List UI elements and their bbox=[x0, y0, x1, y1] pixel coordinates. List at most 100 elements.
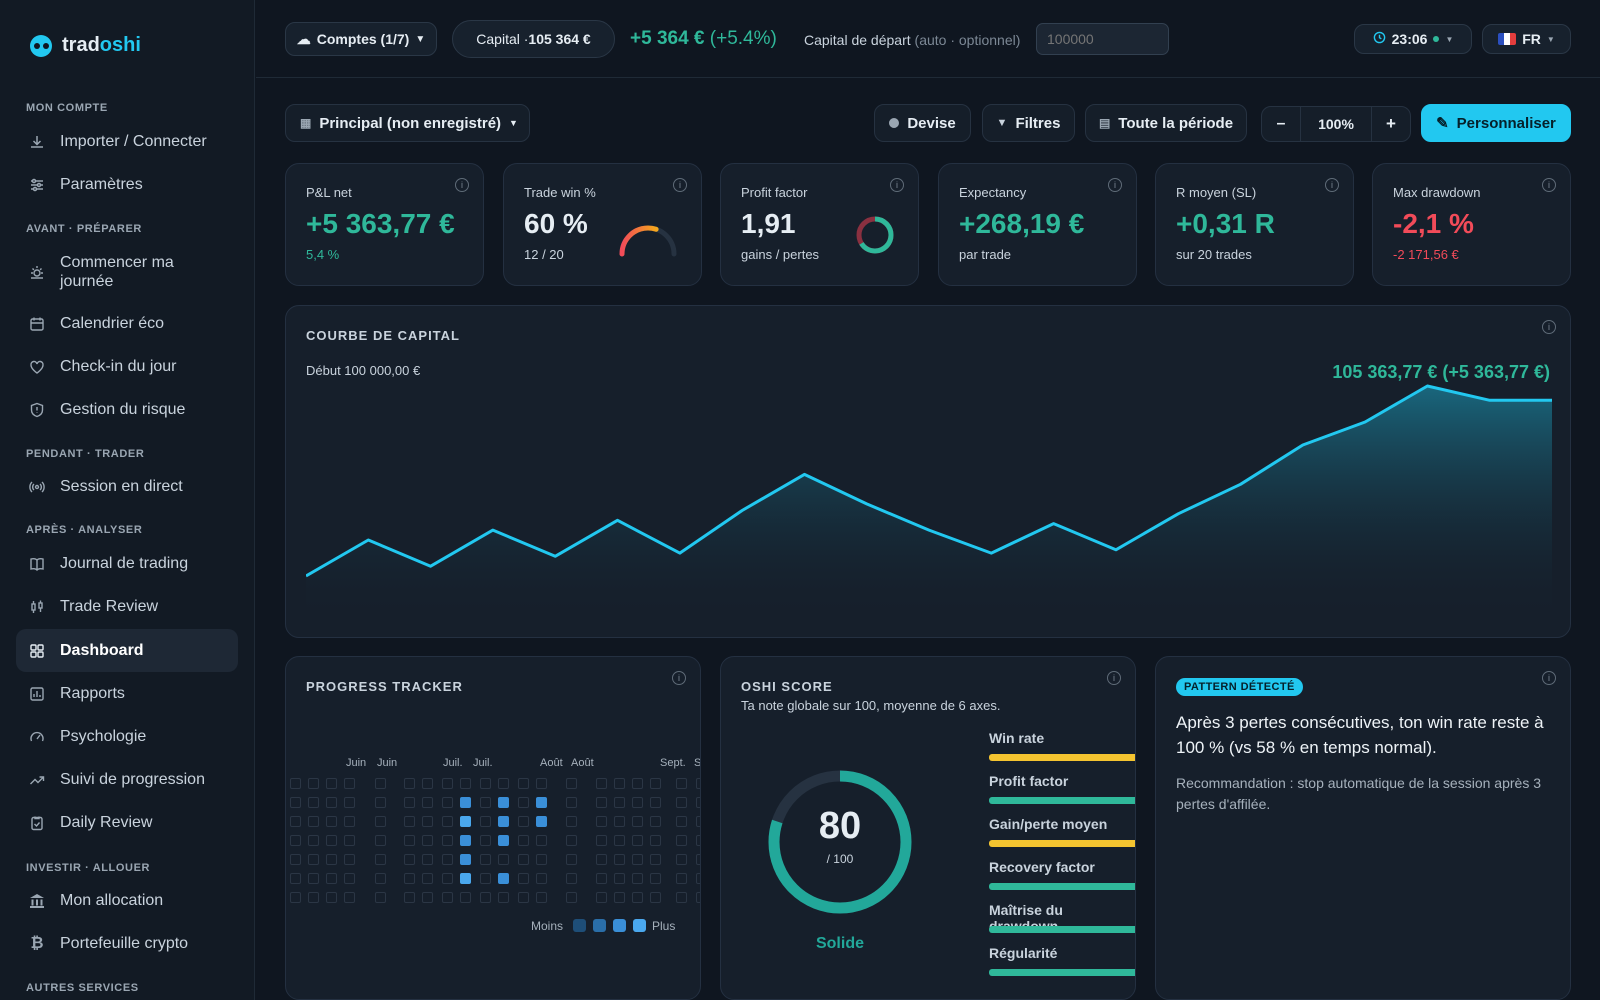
heatmap-cell[interactable] bbox=[676, 873, 687, 884]
heatmap-cell[interactable] bbox=[566, 835, 577, 846]
heatmap-cell[interactable] bbox=[536, 816, 547, 827]
heatmap-cell[interactable] bbox=[650, 816, 661, 827]
heatmap-cell[interactable] bbox=[480, 892, 491, 903]
heatmap-cell[interactable] bbox=[614, 835, 625, 846]
heatmap-cell[interactable] bbox=[460, 892, 471, 903]
heatmap-cell[interactable] bbox=[422, 854, 433, 865]
zoom-in-button[interactable]: + bbox=[1386, 114, 1396, 133]
heatmap-cell[interactable] bbox=[632, 873, 643, 884]
heatmap-cell[interactable] bbox=[676, 835, 687, 846]
heatmap-cell[interactable] bbox=[566, 816, 577, 827]
sidebar-item-journal[interactable]: Journal de trading bbox=[16, 550, 238, 578]
heatmap-cell[interactable] bbox=[650, 778, 661, 789]
heatmap-cell[interactable] bbox=[650, 835, 661, 846]
heatmap-cell[interactable] bbox=[442, 816, 453, 827]
sidebar-item-risque[interactable]: Gestion du risque bbox=[16, 396, 238, 424]
period-button[interactable]: ▤ Toute la période bbox=[1085, 104, 1247, 142]
heatmap-cell[interactable] bbox=[632, 816, 643, 827]
info-icon[interactable]: i bbox=[455, 178, 469, 192]
heatmap-cell[interactable] bbox=[696, 854, 700, 865]
heatmap-cell[interactable] bbox=[632, 892, 643, 903]
heatmap-cell[interactable] bbox=[308, 797, 319, 808]
info-icon[interactable]: i bbox=[1542, 671, 1556, 685]
heatmap-cell[interactable] bbox=[375, 873, 386, 884]
heatmap-cell[interactable] bbox=[422, 816, 433, 827]
heatmap-cell[interactable] bbox=[498, 778, 509, 789]
heatmap-cell[interactable] bbox=[460, 797, 471, 808]
heatmap-cell[interactable] bbox=[290, 854, 301, 865]
heatmap-cell[interactable] bbox=[326, 778, 337, 789]
heatmap-cell[interactable] bbox=[344, 873, 355, 884]
heatmap-cell[interactable] bbox=[676, 797, 687, 808]
heatmap-cell[interactable] bbox=[326, 797, 337, 808]
heatmap-cell[interactable] bbox=[632, 797, 643, 808]
sidebar-item-rapports[interactable]: Rapports bbox=[16, 680, 238, 708]
heatmap-cell[interactable] bbox=[614, 816, 625, 827]
heatmap-cell[interactable] bbox=[460, 854, 471, 865]
heatmap-cell[interactable] bbox=[480, 778, 491, 789]
heatmap-cell[interactable] bbox=[566, 873, 577, 884]
heatmap-cell[interactable] bbox=[498, 797, 509, 808]
zoom-out-button[interactable]: – bbox=[1276, 115, 1286, 132]
clock-dropdown[interactable]: 23:06 ▼ bbox=[1354, 24, 1472, 54]
heatmap-cell[interactable] bbox=[290, 816, 301, 827]
heatmap-cell[interactable] bbox=[696, 892, 700, 903]
heatmap-cell[interactable] bbox=[290, 797, 301, 808]
heatmap-cell[interactable] bbox=[536, 835, 547, 846]
logo[interactable]: tradoshi bbox=[30, 34, 141, 57]
sidebar-item-checkin[interactable]: Check-in du jour bbox=[16, 353, 238, 381]
heatmap-cell[interactable] bbox=[498, 835, 509, 846]
heatmap-cell[interactable] bbox=[308, 854, 319, 865]
heatmap-cell[interactable] bbox=[326, 873, 337, 884]
heatmap-cell[interactable] bbox=[404, 797, 415, 808]
heatmap-cell[interactable] bbox=[566, 797, 577, 808]
heatmap-cell[interactable] bbox=[518, 873, 529, 884]
heatmap-cell[interactable] bbox=[308, 778, 319, 789]
heatmap-cell[interactable] bbox=[326, 854, 337, 865]
start-capital-input[interactable] bbox=[1036, 23, 1169, 55]
heatmap-cell[interactable] bbox=[498, 873, 509, 884]
heatmap-cell[interactable] bbox=[442, 892, 453, 903]
heatmap-cell[interactable] bbox=[518, 892, 529, 903]
heatmap-cell[interactable] bbox=[480, 854, 491, 865]
heatmap-cell[interactable] bbox=[422, 892, 433, 903]
heatmap-cell[interactable] bbox=[518, 835, 529, 846]
heatmap-cell[interactable] bbox=[650, 797, 661, 808]
heatmap-cell[interactable] bbox=[596, 835, 607, 846]
heatmap-cell[interactable] bbox=[518, 797, 529, 808]
heatmap-cell[interactable] bbox=[442, 854, 453, 865]
heatmap-cell[interactable] bbox=[566, 778, 577, 789]
sidebar-item-importer[interactable]: Importer / Connecter bbox=[16, 128, 238, 156]
heatmap-cell[interactable] bbox=[676, 892, 687, 903]
sidebar-item-commencer[interactable]: Commencer ma journée bbox=[16, 252, 238, 292]
heatmap-cell[interactable] bbox=[404, 854, 415, 865]
heatmap-cell[interactable] bbox=[596, 854, 607, 865]
info-icon[interactable]: i bbox=[1542, 178, 1556, 192]
heatmap-cell[interactable] bbox=[375, 854, 386, 865]
heatmap-cell[interactable] bbox=[290, 873, 301, 884]
sidebar-item-calendrier[interactable]: Calendrier éco bbox=[16, 310, 238, 338]
heatmap-cell[interactable] bbox=[375, 835, 386, 846]
sidebar-item-parametres[interactable]: Paramètres bbox=[16, 171, 238, 199]
accounts-dropdown[interactable]: ☁ Comptes (1/7) ▼ bbox=[285, 22, 437, 56]
info-icon[interactable]: i bbox=[890, 178, 904, 192]
heatmap-cell[interactable] bbox=[696, 778, 700, 789]
heatmap-cell[interactable] bbox=[442, 835, 453, 846]
filters-button[interactable]: ▼ Filtres bbox=[982, 104, 1075, 142]
heatmap-cell[interactable] bbox=[460, 816, 471, 827]
heatmap-cell[interactable] bbox=[404, 873, 415, 884]
heatmap-cell[interactable] bbox=[614, 854, 625, 865]
sidebar-item-crypto[interactable]: ₿ Portefeuille crypto bbox=[16, 930, 238, 958]
heatmap-cell[interactable] bbox=[326, 816, 337, 827]
sidebar-item-dashboard[interactable]: Dashboard bbox=[16, 629, 238, 672]
sidebar-item-allocation[interactable]: Mon allocation bbox=[16, 887, 238, 915]
sidebar-item-trade-review[interactable]: Trade Review bbox=[16, 593, 238, 621]
heatmap-cell[interactable] bbox=[518, 854, 529, 865]
heatmap-cell[interactable] bbox=[344, 797, 355, 808]
heatmap-cell[interactable] bbox=[442, 873, 453, 884]
heatmap-cell[interactable] bbox=[375, 778, 386, 789]
heatmap-cell[interactable] bbox=[344, 835, 355, 846]
heatmap-cell[interactable] bbox=[460, 873, 471, 884]
info-icon[interactable]: i bbox=[672, 671, 686, 685]
heatmap-cell[interactable] bbox=[290, 778, 301, 789]
